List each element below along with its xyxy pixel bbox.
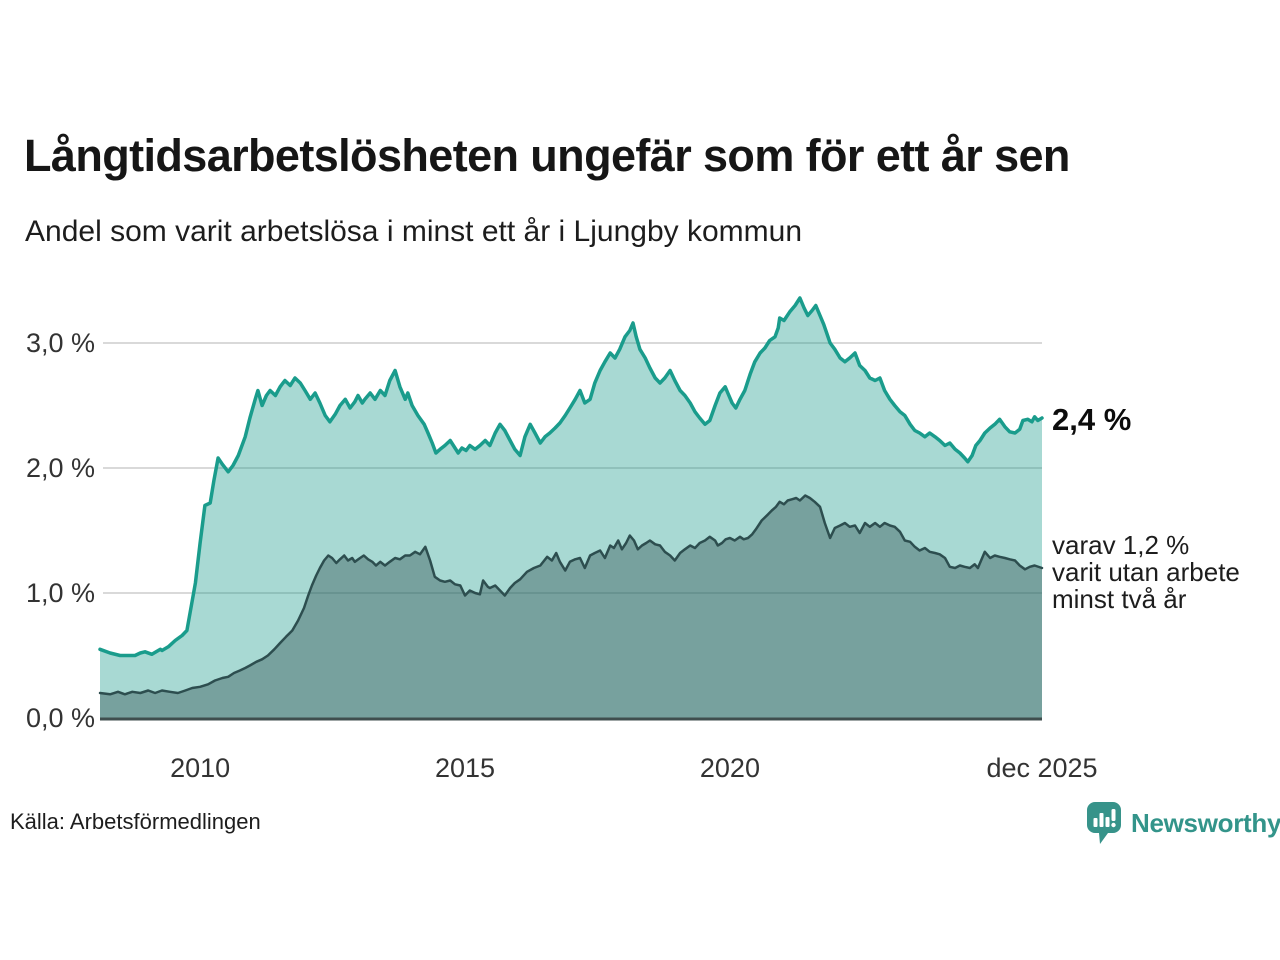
y-tick-label: 0,0 %	[25, 703, 95, 733]
total-line	[98, 296, 1044, 658]
y-tick-label: 1,0 %	[25, 578, 95, 608]
x-tick-label: 2010	[170, 753, 231, 783]
y-tick-label: 2,0 %	[25, 453, 95, 483]
latest-value-annotation: 2,4 %	[1052, 402, 1132, 437]
x-tick-label: 2015	[434, 753, 496, 783]
y-tick-label: 3,0 %	[25, 328, 95, 358]
x-tick-label: dec 2025	[986, 753, 1098, 783]
page-subtitle: Andel som varit arbetslösa i minst ett å…	[25, 215, 802, 248]
two-year-area	[100, 495, 1042, 718]
x-tick-label: 2020	[699, 753, 760, 783]
two-year-line	[98, 494, 1044, 696]
newsworthy-logo-icon	[1087, 802, 1121, 844]
newsworthy-logo: Newsworthy	[1086, 801, 1280, 845]
secondary-annotation-line: varit utan arbete	[1052, 557, 1240, 587]
secondary-annotation-line: minst två år	[1052, 584, 1187, 614]
brand-name: Newsworthy	[1131, 807, 1280, 838]
secondary-annotation: varav 1,2 % varit utan arbete minst två …	[1052, 532, 1240, 613]
page-title: Långtidsarbetslösheten ungefär som för e…	[24, 130, 1070, 181]
total-area	[100, 298, 1042, 718]
source-attribution: Källa: Arbetsförmedlingen	[10, 809, 261, 834]
secondary-annotation-line: varav 1,2 %	[1052, 530, 1190, 560]
